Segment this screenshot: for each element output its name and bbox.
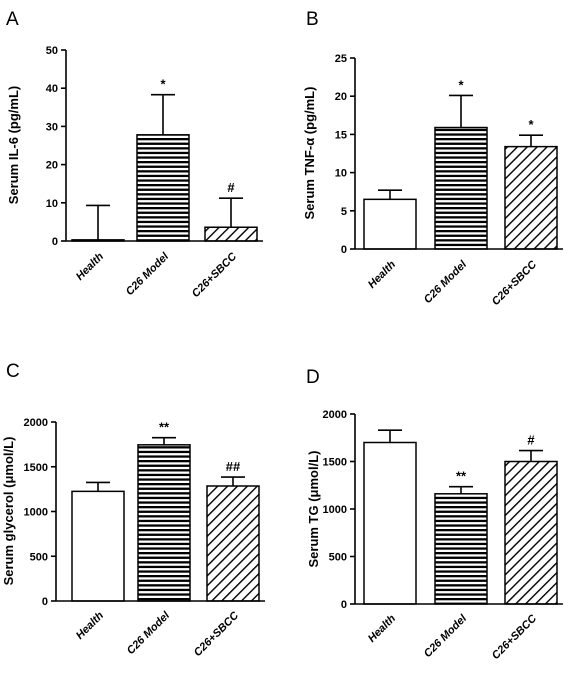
panel-a-category-label: C26 Model [124,250,172,298]
panel-b-category-label: C26 Model [422,258,470,306]
panel-c-y-tick-label: 2000 [24,417,48,429]
panel-a-letter: A [6,9,19,30]
panel-c: C 0 500 1000 1500 2000 Serum glycerol (μmol/L)… [1,361,265,659]
panel-b-bar-3 [504,145,558,250]
panel-a: A 0 10 20 30 40 50 Serum IL-6 (pg/mL) Health * C26… [6,9,263,300]
panel-c-bar-3 [206,485,260,602]
panel-a-category-label: C26+SBCC [190,250,240,300]
panel-a-significance-label: # [227,180,235,195]
panel-a-y-tick-label: 0 [52,236,58,248]
panel-c-bar-1 [71,490,125,602]
panel-a-bar-2 [136,134,190,242]
panel-b-category-label: C26+SBCC [490,258,540,308]
panel-d-y-tick-label: 2000 [323,409,347,421]
panel-b-category-label: Health [366,258,398,290]
panel-d-y-tick-label: 1000 [323,504,347,516]
panel-d-y-tick-label: 500 [329,552,347,564]
panel-a-y-tick-label: 40 [46,83,58,95]
panel-d-y-label: Serum TG (μmol/L) [306,450,321,567]
panel-b-significance-label: * [528,117,534,132]
panel-a-category-label: Health [74,250,106,282]
panel-b-bar-2 [434,126,488,250]
panel-b-y-tick-label: 0 [341,244,347,256]
panel-d-category-label: C26 Model [422,612,470,660]
panel-d-category-label: Health [366,612,398,644]
panel-c-bar-2 [137,444,191,602]
panel-c-letter: C [6,361,20,382]
panel-b-y-tick-label: 20 [335,91,347,103]
panel-b-y-tick-label: 5 [341,206,347,218]
panel-b-letter: B [306,9,319,30]
panel-b-significance-label: * [458,77,464,92]
panel-d-significance-label: ** [456,469,467,484]
panel-c-y-tick-label: 0 [42,596,48,608]
panel-c-category-label: C26 Model [125,609,173,657]
panel-b-y-tick-label: 15 [335,129,347,141]
panel-b-bar-1 [363,198,417,250]
panel-d-y-tick-label: 1500 [323,457,347,469]
panel-a-y-tick-label: 50 [46,45,58,57]
panel-c-significance-label: ## [226,459,241,474]
panel-d-bar-1 [363,441,417,605]
panel-d: D 0 500 1000 1500 2000 Serum TG (μmol/L) Health… [306,367,563,662]
panel-d-significance-label: # [527,433,535,448]
panel-d-bar-3 [504,460,558,605]
panel-c-y-label: Serum glycerol (μmol/L) [1,437,16,586]
panel-a-y-tick-label: 10 [46,198,58,210]
panel-d-bar-2 [434,493,488,605]
panel-d-letter: D [306,367,320,388]
panel-c-y-tick-label: 500 [30,551,48,563]
panel-b-y-tick-label: 10 [335,168,347,180]
panel-d-category-label: C26+SBCC [490,612,540,662]
panel-a-y-tick-label: 20 [46,160,58,172]
panel-c-category-label: C26+SBCC [192,609,242,659]
panel-a-significance-label: * [160,77,166,92]
panel-d-y-tick-label: 0 [341,599,347,611]
panel-c-y-tick-label: 1500 [24,462,48,474]
panel-b: B 0 5 10 15 20 25 Serum TNF-α (pg/mL) Health * C26… [302,9,563,308]
panel-a-y-label: Serum IL-6 (pg/mL) [6,86,21,204]
panel-b-y-label: Serum TNF-α (pg/mL) [302,87,317,220]
panel-c-category-label: Health [74,609,106,641]
panel-a-y-tick-label: 30 [46,121,58,133]
panel-b-y-tick-label: 25 [335,53,347,65]
panel-c-significance-label: ** [159,420,170,435]
panel-c-y-tick-label: 1000 [24,507,48,519]
panel-a-bar-3 [204,226,258,242]
